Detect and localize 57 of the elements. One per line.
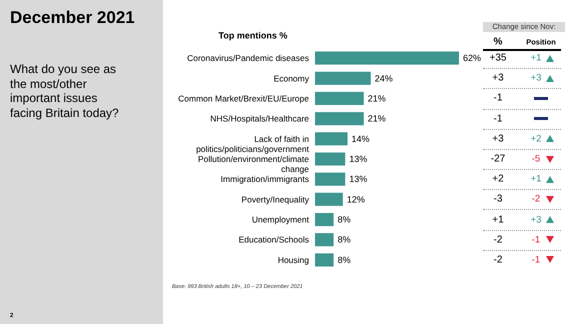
data-label: 13% <box>349 154 368 164</box>
data-label: 24% <box>374 73 393 84</box>
bar <box>315 132 348 146</box>
text: +3 <box>530 72 542 84</box>
bar <box>315 233 334 246</box>
data-label: 8% <box>338 234 351 245</box>
data-label: 12% <box>346 194 365 204</box>
bar <box>315 172 346 186</box>
text: -1 <box>494 113 502 124</box>
bar <box>315 52 459 65</box>
bar <box>315 212 334 226</box>
text: -1 <box>532 234 540 246</box>
bar <box>315 253 334 266</box>
x-axis-title: Top mentions % <box>218 30 288 40</box>
text: +3 <box>492 72 504 84</box>
text: -1 <box>532 254 540 266</box>
bar <box>315 72 371 85</box>
bar <box>315 192 343 206</box>
text: -27 <box>490 154 506 164</box>
bar <box>315 92 364 106</box>
y-tick-label: Poverty/Inequality <box>241 194 310 204</box>
text: +3 <box>530 214 542 226</box>
y-tick-label: Education/Schools <box>238 234 309 245</box>
data-label: 62% <box>463 53 482 64</box>
text: -2 <box>494 234 502 246</box>
text: -3 <box>494 194 502 205</box>
data-label: 13% <box>349 174 368 184</box>
bar <box>315 112 364 126</box>
category-label: % <box>494 36 502 48</box>
y-tick-label: Common Market/Brexit/EU/Europe <box>178 93 310 104</box>
y-tick-label: Unemployment <box>252 214 310 225</box>
text: +1 <box>530 174 542 185</box>
data-label: 8% <box>338 254 351 265</box>
y-tick-label: Coronavirus/Pandemic diseases <box>187 53 309 64</box>
y-tick-label: Lack of faith in politics/politicians/government <box>196 134 310 154</box>
text: +3 <box>492 133 504 144</box>
data-label: 14% <box>352 134 370 144</box>
data-label: 21% <box>368 93 386 104</box>
y-tick-label: Housing <box>278 254 310 265</box>
text: +2 <box>530 133 542 144</box>
text: +2 <box>492 174 504 185</box>
text: +1 <box>530 52 542 64</box>
bar <box>315 152 346 166</box>
y-tick-label: Economy <box>274 73 310 84</box>
text: -5 <box>532 154 540 164</box>
text: -2 <box>532 194 540 205</box>
y-tick-label: Pollution/environment/climate change <box>198 154 310 174</box>
y-tick-label: NHS/Hospitals/Healthcare <box>210 114 310 124</box>
data-label: 8% <box>338 214 351 225</box>
data-label: 21% <box>368 114 386 124</box>
text: -1 <box>494 92 502 104</box>
text: +35 <box>490 52 506 64</box>
text: What do you see as the most/other important issues facing Britain today? <box>10 62 120 120</box>
text: +1 <box>492 214 504 226</box>
y-tick-label: Immigration/immigrants <box>220 174 309 184</box>
text: -2 <box>494 254 502 266</box>
text: December 2021 <box>10 8 135 28</box>
